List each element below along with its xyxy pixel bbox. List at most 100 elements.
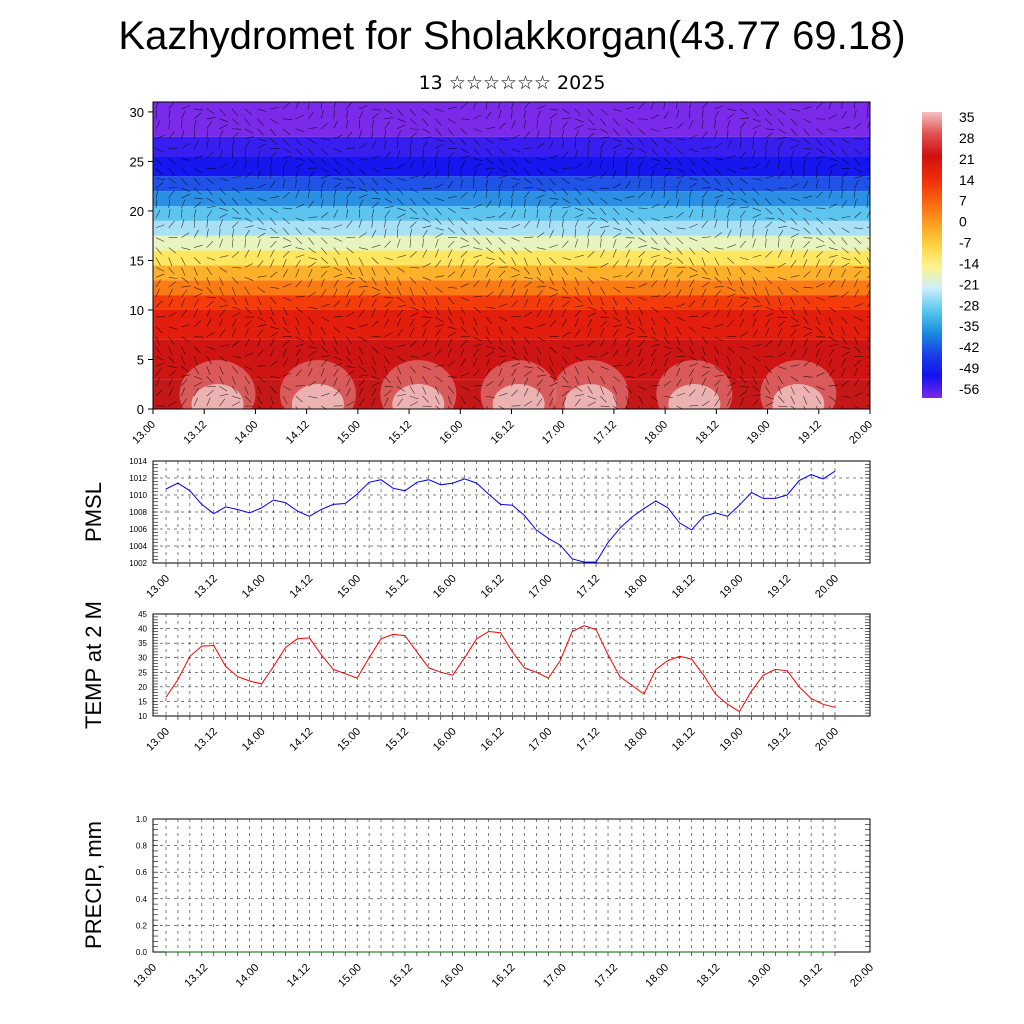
wind-vector bbox=[790, 169, 795, 179]
wind-vector bbox=[587, 139, 590, 149]
wind-vector bbox=[409, 108, 416, 117]
wind-vector bbox=[841, 380, 849, 387]
wind-vector bbox=[574, 366, 580, 375]
wind-vector bbox=[231, 228, 235, 238]
y-axis-title: TEMP at 2 M bbox=[81, 601, 106, 729]
wind-vector bbox=[485, 102, 488, 109]
wind-vector bbox=[168, 267, 175, 275]
wind-vector bbox=[155, 300, 163, 308]
wind-vector bbox=[320, 270, 328, 278]
wind-vector bbox=[841, 171, 849, 179]
wind-vector bbox=[396, 238, 401, 248]
wind-vector bbox=[498, 148, 506, 155]
wind-vector bbox=[181, 267, 186, 276]
wind-vector bbox=[511, 247, 518, 255]
wind-vector bbox=[409, 328, 414, 337]
wind-vector bbox=[816, 245, 826, 248]
wind-vector bbox=[206, 286, 214, 295]
wind-vector bbox=[155, 182, 164, 189]
wind-vector bbox=[295, 385, 305, 387]
wind-vector bbox=[168, 257, 173, 266]
wind-vector bbox=[232, 306, 241, 311]
wind-vector bbox=[549, 108, 559, 111]
wind-vector bbox=[422, 108, 430, 115]
wind-vector bbox=[854, 138, 864, 140]
wind-vector bbox=[625, 159, 628, 169]
wind-vector bbox=[206, 228, 209, 238]
wind-vector bbox=[371, 112, 380, 120]
wind-vector bbox=[206, 129, 209, 139]
x-tick-label: 20.00 bbox=[847, 419, 875, 447]
wind-vector bbox=[422, 149, 424, 159]
wind-vector bbox=[422, 376, 428, 385]
wind-vector bbox=[384, 187, 391, 196]
wind-vector bbox=[181, 277, 189, 283]
wind-vector bbox=[828, 369, 835, 377]
y-tick-label: 1002 bbox=[129, 559, 147, 568]
wind-vector bbox=[816, 102, 823, 110]
wind-vector bbox=[295, 369, 302, 377]
wind-vector bbox=[777, 249, 783, 258]
wind-vector bbox=[498, 367, 503, 377]
wind-vector bbox=[778, 316, 788, 319]
wind-vector bbox=[600, 108, 608, 115]
wind-vector bbox=[523, 257, 528, 266]
wind-vector bbox=[359, 374, 369, 377]
wind-vector bbox=[600, 366, 609, 370]
wind-vector bbox=[752, 394, 762, 397]
wind-vector bbox=[320, 367, 325, 377]
wind-vector bbox=[219, 309, 226, 318]
wind-vector bbox=[511, 273, 521, 278]
wind-vector bbox=[473, 114, 482, 120]
wind-vector bbox=[663, 237, 670, 245]
wind-vector bbox=[168, 220, 175, 228]
wind-vector bbox=[777, 128, 786, 134]
wind-vector bbox=[168, 346, 173, 356]
wind-vector bbox=[536, 346, 542, 355]
wind-vector bbox=[600, 229, 606, 238]
wind-vector bbox=[854, 367, 858, 377]
wind-vector bbox=[397, 187, 404, 195]
wind-vector bbox=[816, 191, 823, 199]
wind-vector bbox=[638, 316, 643, 326]
wind-vector bbox=[257, 149, 261, 159]
wind-vector bbox=[650, 169, 655, 179]
wind-vector bbox=[777, 230, 784, 238]
wind-vector bbox=[485, 358, 491, 367]
wind-vector bbox=[384, 376, 391, 384]
wind-vector bbox=[676, 378, 682, 387]
wind-vector bbox=[600, 171, 607, 179]
wind-vector bbox=[346, 257, 350, 266]
wind-vector bbox=[435, 286, 443, 293]
wind-vector bbox=[549, 346, 557, 354]
wind-vector bbox=[524, 236, 534, 238]
wind-vector bbox=[447, 240, 455, 248]
wind-vector bbox=[460, 372, 470, 377]
wind-vector bbox=[752, 329, 759, 337]
wind-vector bbox=[384, 308, 389, 318]
wind-vector bbox=[320, 257, 329, 264]
wind-vector bbox=[663, 336, 670, 345]
wind-vector bbox=[485, 247, 494, 254]
wind-vector bbox=[841, 200, 847, 209]
wind-vector bbox=[866, 189, 870, 199]
wind-vector bbox=[841, 351, 850, 357]
wind-vector bbox=[447, 386, 455, 394]
wind-vector bbox=[168, 281, 177, 288]
wind-vector bbox=[549, 202, 557, 209]
wind-vector bbox=[701, 102, 709, 110]
wind-vector bbox=[727, 320, 734, 328]
wind-vector bbox=[282, 148, 292, 153]
y-tick-label: 0.6 bbox=[136, 868, 148, 877]
wind-vector bbox=[155, 224, 165, 229]
wind-vector bbox=[854, 247, 861, 255]
wind-vector bbox=[308, 257, 318, 260]
wind-vector bbox=[714, 257, 720, 266]
wind-vector bbox=[320, 289, 327, 298]
wind-vector bbox=[536, 187, 546, 192]
wind-vector bbox=[841, 227, 850, 233]
wind-vector bbox=[155, 267, 165, 272]
wind-vector bbox=[333, 120, 338, 129]
wind-vector bbox=[714, 309, 720, 318]
wind-vector bbox=[257, 227, 267, 231]
